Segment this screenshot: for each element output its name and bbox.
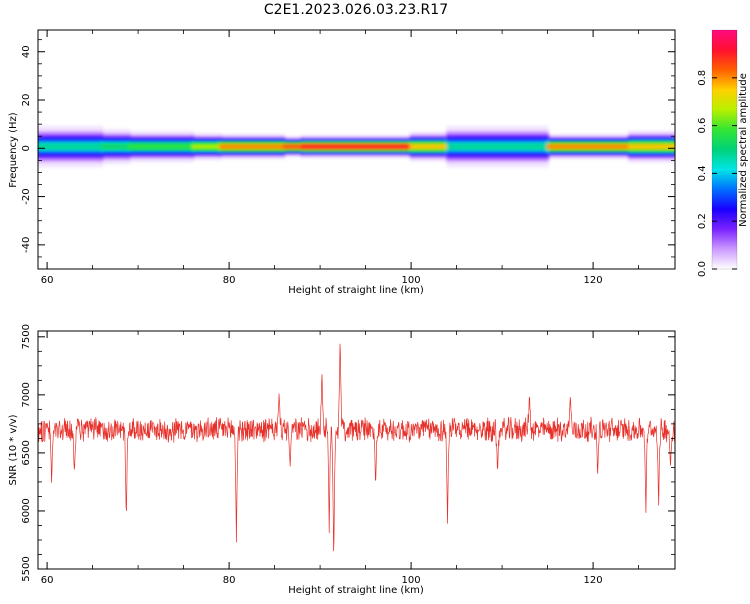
spectrogram-x-ticks: 60 80 100 120 [41,30,639,286]
colorbar-tick-label: 0.4 [697,165,708,181]
y-tick-label: 40 [21,45,32,58]
spectrogram-cell [546,144,631,149]
x-tick-label: 60 [41,275,54,286]
spectrogram-cell [446,143,549,150]
snr-series-line [38,343,675,552]
y-tick-label: 7500 [21,324,32,349]
spectrogram-cell [410,144,449,150]
y-tick-label: 7000 [21,382,32,407]
colorbar-frame [711,29,738,270]
x-tick-label: 100 [402,575,421,586]
colorbar-ticks: 0.0 0.2 0.4 0.6 0.8 [697,70,737,277]
snr-plot-frame [37,330,676,570]
snr-y-ticks: 7500 7000 6500 6000 5500 [21,324,675,582]
spectrogram-cell [128,143,194,150]
spectrogram-cell [100,143,130,150]
colorbar-tick-label: 0.6 [697,118,708,134]
spectrogram-image [38,125,675,168]
y-tick-label: 5500 [21,556,32,581]
colorbar-gradient [712,30,737,269]
x-tick-label: 100 [402,275,421,286]
snr-panel: 60 80 100 120 7500 7000 6500 6000 5500 Height o… [8,324,676,596]
x-tick-label: 80 [223,575,236,586]
colorbar-tick-label: 0.2 [697,213,708,229]
colorbar-tick-label: 0.8 [697,70,708,86]
spectrogram-plot-frame [37,29,676,270]
snr-x-axis-label: Height of straight line (km) [288,585,424,596]
y-tick-label: 0 [21,145,32,151]
colorbar-tick-label: 0.0 [697,261,708,277]
spectrogram-cell [628,143,675,150]
snr-x-ticks: 60 80 100 120 [41,331,639,586]
x-tick-label: 120 [584,575,603,586]
spectrogram-panel: 60 80 100 120 40 20 0 -20 -40 Height of straigh… [8,29,676,296]
x-tick-label: 60 [41,575,54,586]
y-tick-label: 6000 [21,498,32,523]
spectrogram-x-axis-label: Height of straight line (km) [288,285,424,296]
x-tick-label: 80 [223,275,236,286]
y-tick-label: -40 [21,237,32,253]
spectrogram-cell [282,144,303,149]
y-tick-label: -20 [21,188,32,204]
spectrogram-band-5 [38,143,675,150]
spectrogram-y-ticks: 40 20 0 -20 -40 [21,39,675,270]
snr-y-axis-label: SNR (10 * v/v) [8,414,19,485]
spectrogram-cell [300,144,413,149]
colorbar-label: Normalized spectral amplitude [738,73,749,227]
figure-title: C2E1.2023.026.03.23.R17 [264,2,448,18]
y-tick-label: 20 [21,94,32,107]
spectrogram-y-axis-label: Frequency (Hz) [8,112,19,188]
spectrogram-cell [191,144,221,150]
colorbar: 0.0 0.2 0.4 0.6 0.8 Normalized spectral ampl… [697,29,749,277]
y-tick-label: 6500 [21,440,32,465]
spectrogram-cell [219,144,285,149]
spectrogram-cell [38,143,103,150]
x-tick-label: 120 [584,275,603,286]
